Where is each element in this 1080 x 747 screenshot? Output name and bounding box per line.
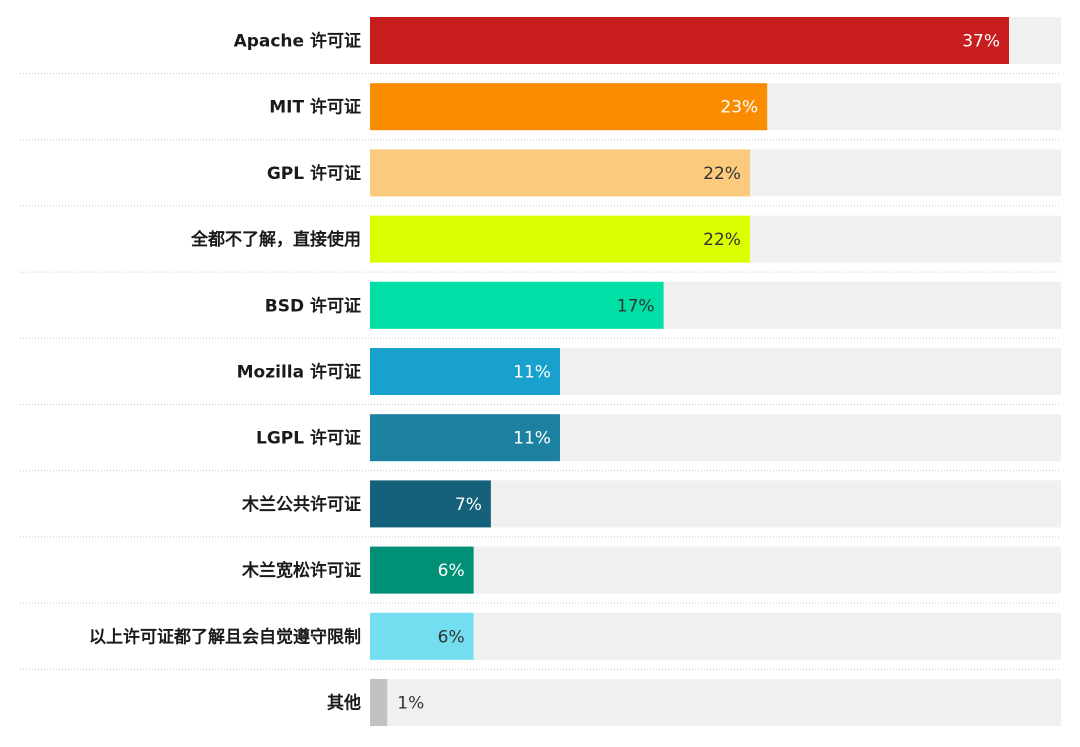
- bar-row: 其他 1%: [327, 679, 1061, 726]
- bar-row: GPL 许可证 22%: [20, 149, 1061, 207]
- bar-row: BSD 许可证 17%: [20, 281, 1061, 339]
- bar-track: [370, 546, 1061, 594]
- category-label: Mozilla 许可证: [237, 362, 361, 383]
- bar-row: Mozilla 许可证 11%: [20, 348, 1061, 405]
- value-label: 11%: [513, 363, 551, 383]
- category-label: 全都不了解，直接使用: [190, 229, 361, 250]
- bar: [370, 480, 491, 528]
- category-label: 其他: [327, 693, 361, 714]
- category-label: BSD 许可证: [265, 295, 361, 316]
- category-label: 以上许可证都了解且会自觉遵守限制: [89, 626, 361, 647]
- category-label: GPL 许可证: [267, 163, 361, 184]
- value-label: 37%: [962, 32, 1000, 52]
- bar-row: LGPL 许可证 11%: [20, 414, 1061, 472]
- value-label: 11%: [513, 429, 551, 449]
- category-label: Apache 许可证: [234, 31, 361, 52]
- value-label: 6%: [438, 561, 465, 581]
- bar-track: [370, 679, 1061, 726]
- bar: [370, 281, 664, 329]
- bar-row: Apache 许可证 37%: [20, 17, 1061, 74]
- bar: [370, 679, 388, 726]
- category-label: 木兰宽松许可证: [241, 560, 361, 581]
- value-label: 22%: [703, 164, 741, 184]
- bar-row: 全都不了解，直接使用 22%: [20, 215, 1061, 273]
- bar: [370, 612, 474, 660]
- bar: [370, 215, 750, 263]
- bar: [370, 546, 474, 594]
- bar-row: 木兰宽松许可证 6%: [20, 546, 1061, 604]
- category-label: 木兰公共许可证: [241, 494, 361, 515]
- bar: [370, 83, 768, 131]
- value-label: 17%: [617, 296, 655, 316]
- bar-track: [370, 612, 1061, 660]
- category-label: LGPL 许可证: [256, 428, 361, 449]
- bar-row: 木兰公共许可证 7%: [20, 480, 1061, 538]
- bar: [370, 348, 560, 395]
- bar-row: MIT 许可证 23%: [20, 83, 1061, 141]
- bar: [370, 17, 1009, 64]
- value-label: 23%: [720, 98, 758, 118]
- bar: [370, 149, 750, 197]
- bar: [370, 414, 560, 462]
- value-label: 7%: [455, 495, 482, 515]
- value-label: 22%: [703, 230, 741, 250]
- value-label: 1%: [397, 694, 424, 714]
- value-label: 6%: [438, 627, 465, 647]
- category-label: MIT 许可证: [269, 97, 361, 118]
- bar-row: 以上许可证都了解且会自觉遵守限制 6%: [20, 612, 1061, 670]
